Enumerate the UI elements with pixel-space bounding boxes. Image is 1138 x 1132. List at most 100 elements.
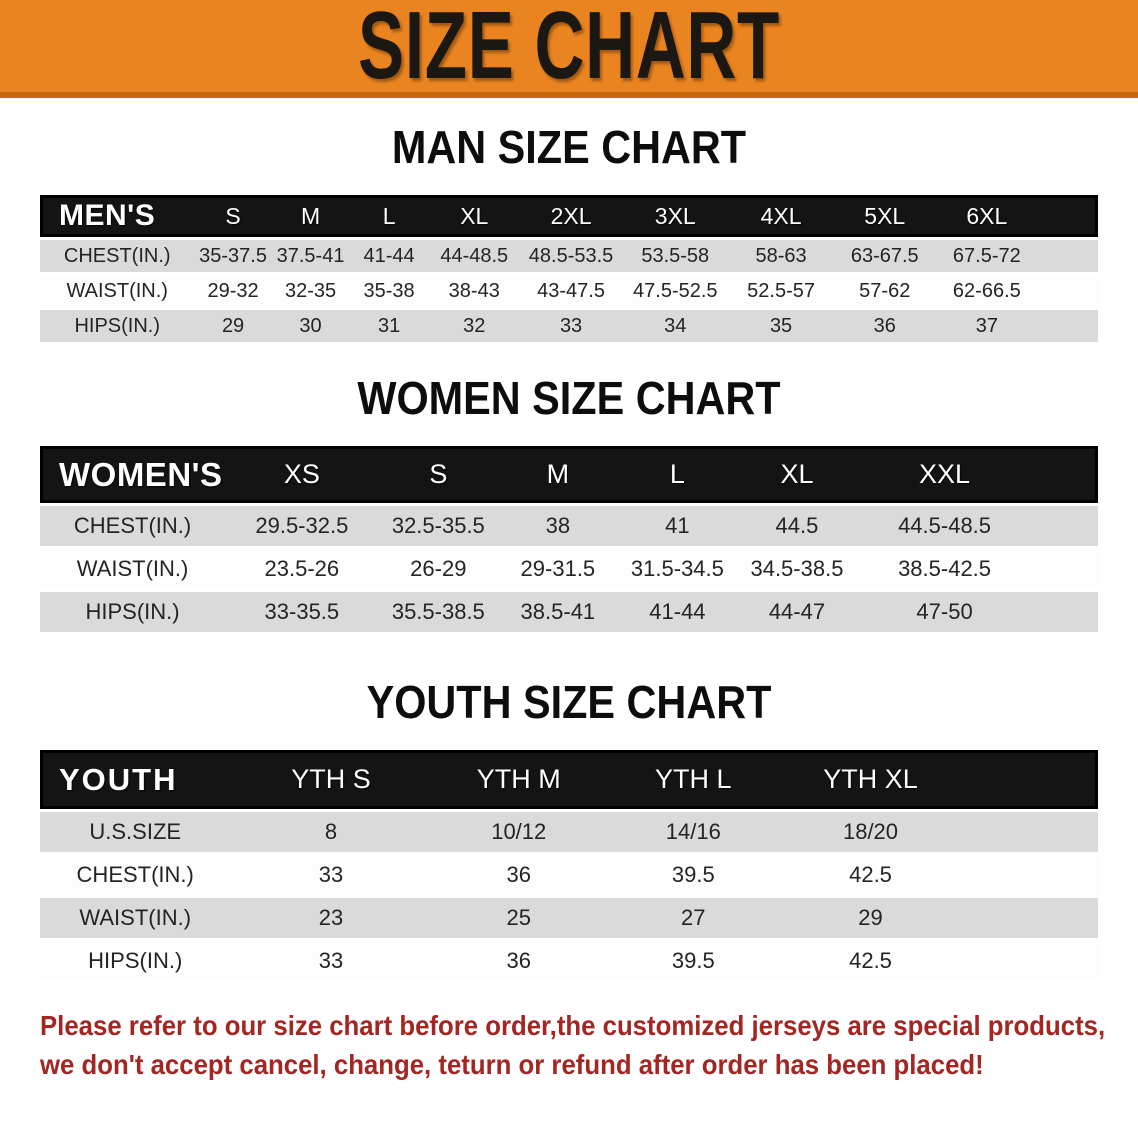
size-column-header: XL bbox=[428, 195, 520, 237]
value-cell: 29.5-32.5 bbox=[225, 506, 379, 546]
value-cell: 32-35 bbox=[271, 275, 350, 307]
table-corner-label: YOUTH bbox=[40, 750, 231, 809]
value-cell: 35 bbox=[728, 310, 834, 342]
youth-size-chart-title: YOUTH SIZE CHART bbox=[366, 676, 772, 728]
value-cell: 44.5-48.5 bbox=[856, 506, 1033, 546]
value-cell: 38.5-41 bbox=[498, 592, 618, 632]
size-column-header: 2XL bbox=[519, 195, 623, 237]
measure-row: HIPS(IN.) 33 36 39.5 42.5 bbox=[40, 941, 1098, 981]
measure-row: HIPS(IN.) 33-35.5 35.5-38.5 38.5-41 41-44 44-… bbox=[40, 592, 1098, 632]
size-column-header: M bbox=[498, 446, 618, 503]
measure-row: CHEST(IN.) 29.5-32.5 32.5-35.5 38 41 44.5 44.5… bbox=[40, 506, 1098, 546]
value-cell: 41 bbox=[617, 506, 738, 546]
value-cell: 38 bbox=[498, 506, 618, 546]
women-size-chart-title: WOMEN SIZE CHART bbox=[357, 372, 781, 424]
value-cell: 8 bbox=[230, 812, 432, 852]
value-cell: 53.5-58 bbox=[622, 240, 729, 272]
value-cell: 48.5-53.5 bbox=[519, 240, 623, 272]
row-label: CHEST(IN.) bbox=[40, 240, 195, 272]
value-cell: 44-47 bbox=[737, 592, 857, 632]
size-column-header: XS bbox=[225, 446, 379, 503]
row-filler bbox=[1038, 275, 1098, 307]
value-cell: 25 bbox=[431, 898, 607, 938]
value-cell: 30 bbox=[271, 310, 350, 342]
row-label: HIPS(IN.) bbox=[40, 941, 231, 981]
youth-size-chart-section: YOUTH SIZE CHART YOUTH YTH S YTH M YTH L YTH… bbox=[0, 635, 1138, 984]
size-column-header: XL bbox=[737, 446, 857, 503]
value-cell: 33 bbox=[230, 855, 432, 895]
size-column-header: YTH M bbox=[431, 750, 607, 809]
size-column-header: YTH XL bbox=[780, 750, 961, 809]
header-row: YOUTH YTH S YTH M YTH L YTH XL bbox=[40, 750, 1098, 809]
row-label: HIPS(IN.) bbox=[40, 310, 195, 342]
row-filler bbox=[1032, 549, 1098, 589]
value-cell: 29-32 bbox=[194, 275, 272, 307]
row-filler bbox=[1032, 592, 1098, 632]
value-cell: 32 bbox=[428, 310, 520, 342]
value-cell: 39.5 bbox=[606, 855, 781, 895]
youth-size-table: YOUTH YTH S YTH M YTH L YTH XL U.S.SIZE 8 10/12… bbox=[40, 747, 1098, 984]
row-label: U.S.SIZE bbox=[40, 812, 231, 852]
table-corner-label: MEN'S bbox=[40, 195, 195, 237]
value-cell: 67.5-72 bbox=[935, 240, 1039, 272]
size-chart-page: SIZE CHART MAN SIZE CHART MEN'S S M L XL 2XL 3… bbox=[0, 0, 1138, 1080]
table-corner-label: WOMEN'S bbox=[40, 446, 226, 503]
value-cell: 33 bbox=[519, 310, 623, 342]
measure-row: WAIST(IN.) 29-32 32-35 35-38 38-43 43-47.5 47.… bbox=[40, 275, 1098, 307]
row-filler bbox=[960, 941, 1098, 981]
header-filler bbox=[1032, 446, 1098, 503]
row-label: WAIST(IN.) bbox=[40, 898, 231, 938]
value-cell: 41-44 bbox=[349, 240, 429, 272]
row-label: CHEST(IN.) bbox=[40, 855, 231, 895]
banner: SIZE CHART bbox=[0, 0, 1138, 98]
man-size-chart-title: MAN SIZE CHART bbox=[391, 121, 747, 173]
measure-row: WAIST(IN.) 23.5-26 26-29 29-31.5 31.5-34.5 34… bbox=[40, 549, 1098, 589]
value-cell: 27 bbox=[606, 898, 781, 938]
value-cell: 26-29 bbox=[378, 549, 499, 589]
value-cell: 44.5 bbox=[737, 506, 857, 546]
value-cell: 36 bbox=[833, 310, 936, 342]
women-size-chart-section: WOMEN SIZE CHART WOMEN'S XS S M L XL XXL CHEST(… bbox=[0, 345, 1138, 635]
value-cell: 32.5-35.5 bbox=[378, 506, 499, 546]
header-row: MEN'S S M L XL 2XL 3XL 4XL 5XL 6XL bbox=[40, 195, 1098, 237]
value-cell: 47.5-52.5 bbox=[622, 275, 729, 307]
value-cell: 38.5-42.5 bbox=[856, 549, 1033, 589]
size-column-header: 6XL bbox=[935, 195, 1039, 237]
measure-row: HIPS(IN.) 29 30 31 32 33 34 35 36 37 bbox=[40, 310, 1098, 342]
value-cell: 57-62 bbox=[833, 275, 936, 307]
size-column-header: 5XL bbox=[833, 195, 936, 237]
value-cell: 38-43 bbox=[428, 275, 520, 307]
value-cell: 29-31.5 bbox=[498, 549, 618, 589]
size-column-header: XXL bbox=[856, 446, 1033, 503]
value-cell: 18/20 bbox=[780, 812, 961, 852]
value-cell: 44-48.5 bbox=[428, 240, 520, 272]
header-filler bbox=[1038, 195, 1098, 237]
man-size-chart-section: MAN SIZE CHART MEN'S S M L XL 2XL 3XL 4XL 5XL 6XL… bbox=[0, 98, 1138, 345]
value-cell: 34 bbox=[622, 310, 729, 342]
value-cell: 42.5 bbox=[780, 855, 961, 895]
value-cell: 29 bbox=[194, 310, 272, 342]
banner-title: SIZE CHART bbox=[358, 0, 780, 100]
value-cell: 14/16 bbox=[606, 812, 781, 852]
size-column-header: 3XL bbox=[622, 195, 729, 237]
row-label: WAIST(IN.) bbox=[40, 275, 195, 307]
measure-row: CHEST(IN.) 35-37.5 37.5-41 41-44 44-48.5 48.5… bbox=[40, 240, 1098, 272]
measure-row: U.S.SIZE 8 10/12 14/16 18/20 bbox=[40, 812, 1098, 852]
row-label: CHEST(IN.) bbox=[40, 506, 226, 546]
value-cell: 43-47.5 bbox=[519, 275, 623, 307]
row-label: HIPS(IN.) bbox=[40, 592, 226, 632]
value-cell: 34.5-38.5 bbox=[737, 549, 857, 589]
value-cell: 10/12 bbox=[431, 812, 607, 852]
value-cell: 58-63 bbox=[728, 240, 834, 272]
disclaimer-line-1: Please refer to our size chart before or… bbox=[40, 1010, 1106, 1041]
size-column-header: M bbox=[271, 195, 350, 237]
value-cell: 23.5-26 bbox=[225, 549, 379, 589]
value-cell: 31 bbox=[349, 310, 429, 342]
header-filler bbox=[960, 750, 1098, 809]
value-cell: 36 bbox=[431, 941, 607, 981]
row-label: WAIST(IN.) bbox=[40, 549, 226, 589]
measure-row: CHEST(IN.) 33 36 39.5 42.5 bbox=[40, 855, 1098, 895]
value-cell: 62-66.5 bbox=[935, 275, 1039, 307]
value-cell: 31.5-34.5 bbox=[617, 549, 738, 589]
value-cell: 63-67.5 bbox=[833, 240, 936, 272]
